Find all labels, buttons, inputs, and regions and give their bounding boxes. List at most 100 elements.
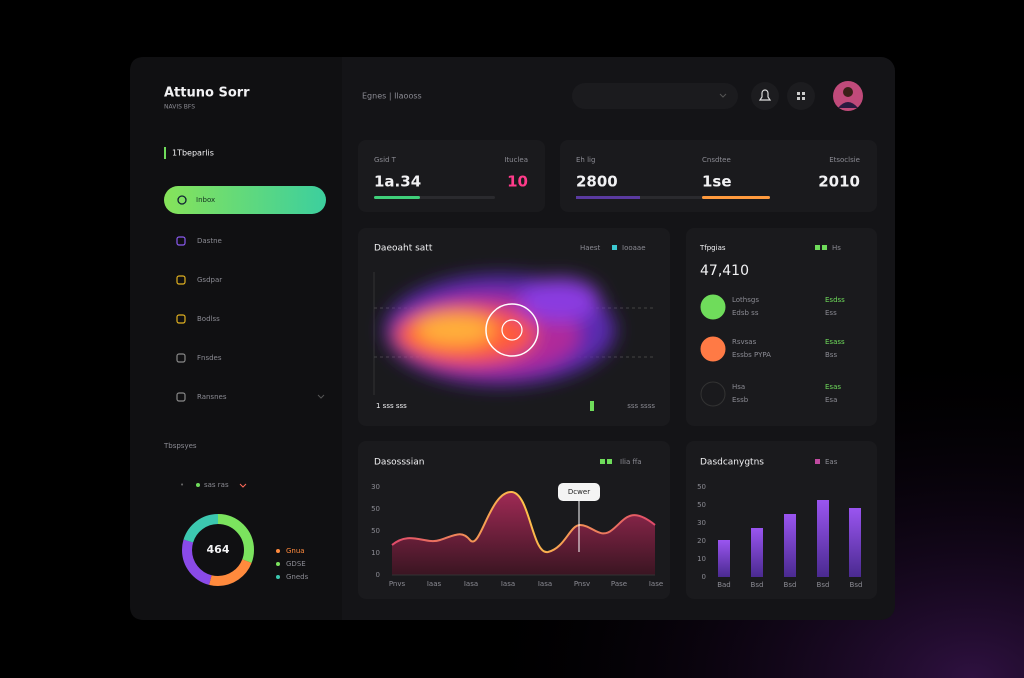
item-name: Lothsgs (732, 296, 759, 304)
legend: Eas (825, 458, 838, 466)
item-sub: Edsb ss (732, 309, 759, 317)
heart-icon (239, 483, 247, 488)
progress (702, 196, 770, 199)
x-label: Bsd (784, 581, 797, 589)
stat-card (560, 140, 877, 212)
y-label: 30 (371, 483, 380, 491)
legend: Hs (832, 244, 841, 252)
nav-label[interactable]: Bodlss (197, 315, 220, 323)
sidebar (130, 57, 342, 620)
area (392, 491, 655, 575)
legend-dot (276, 575, 280, 579)
heatmap-footer: 1 sss sss (376, 402, 407, 410)
progress (374, 196, 420, 199)
chevron (317, 394, 325, 399)
stat-label: Etsoclsie (829, 156, 860, 164)
legend: Ilia ffa (620, 458, 642, 466)
x-label: Pnvs (389, 580, 406, 588)
nav-label[interactable]: Ransnes (197, 393, 227, 401)
legend-dot (276, 549, 280, 553)
section-title: 1Tbeparlis (172, 149, 214, 158)
nav-label[interactable]: Gsdpar (197, 276, 222, 284)
legend: Haest (580, 244, 601, 252)
item-name: Rsvsas (732, 338, 757, 346)
nav-icon (176, 236, 186, 246)
total: 47,410 (700, 263, 749, 279)
item-value: Esdss (825, 296, 845, 304)
bell-icon (758, 89, 772, 101)
mini-legend: sas ras (204, 481, 229, 489)
nav-active[interactable] (164, 186, 326, 214)
nav-icon (176, 392, 186, 402)
stat-label: Gsid T (374, 156, 397, 164)
dot (196, 483, 200, 487)
legend: Iooaae (622, 244, 646, 252)
x-label: Pnsv (574, 580, 590, 588)
stat-value: 10 (507, 173, 528, 191)
item-sub: Essbs PYPA (732, 351, 771, 359)
item-icon (700, 381, 726, 407)
card-title: Daeoaht satt (374, 244, 433, 254)
nav-icon (176, 275, 186, 285)
search-box[interactable] (572, 83, 738, 109)
x-label: Iasa (464, 580, 478, 588)
item-icon (700, 294, 726, 320)
item-value: Esa (825, 396, 837, 404)
item-name: Hsa (732, 383, 745, 391)
stat-value: 1a.34 (374, 173, 421, 191)
line (391, 490, 656, 553)
apps-button[interactable] (787, 82, 815, 110)
y-label: 50 (371, 527, 380, 535)
item-value: Esass (825, 338, 845, 346)
brand-sub: NAVIS BFS (164, 104, 195, 111)
item-value: Bss (825, 351, 837, 359)
y-label: 30 (697, 519, 706, 527)
legend-label: Gnua (286, 547, 305, 555)
notification-button[interactable] (751, 82, 779, 110)
nav-label[interactable]: Inbox (196, 196, 215, 204)
x-label: Bsd (817, 581, 830, 589)
y-label: 0 (702, 573, 706, 581)
x-label: Iaas (427, 580, 442, 588)
stat-label: Cnsdtee (702, 156, 731, 164)
card-title: Tfpgias (699, 244, 726, 252)
nav-icon (176, 314, 186, 324)
tooltip (558, 483, 600, 501)
y-label: 10 (371, 549, 380, 557)
item-icon (700, 336, 726, 362)
item-value: Esas (825, 383, 841, 391)
donut-center: 464 (207, 543, 230, 556)
x-label: Iasa (538, 580, 552, 588)
item-sub: Essb (732, 396, 749, 404)
x-label: Pase (611, 580, 627, 588)
x-label: Iase (649, 580, 663, 588)
stat-value: 2800 (576, 173, 618, 191)
x-label: Bad (717, 581, 731, 589)
y-label: 50 (697, 501, 706, 509)
legend-label: Gneds (286, 573, 309, 581)
brand: Attuno Sorr (164, 86, 250, 101)
card-title: Dasdcanygtns (700, 458, 764, 468)
nav-label[interactable]: Fnsdes (197, 354, 222, 362)
progress (576, 196, 640, 199)
y-label: 20 (697, 537, 706, 545)
grid-icon (797, 92, 805, 100)
heatmap (373, 272, 655, 395)
section2: Tbspsyes (163, 442, 197, 450)
y-label: 0 (376, 571, 380, 579)
y-label: 50 (371, 505, 380, 513)
legend-label: GDSE (286, 560, 306, 568)
legend-dot (276, 562, 280, 566)
x-label: Iasa (501, 580, 515, 588)
x-label: Bsd (850, 581, 863, 589)
bars (718, 500, 861, 577)
activity-card (686, 228, 877, 426)
heatmap-footer: sss ssss (627, 402, 655, 410)
search-icon (177, 195, 187, 205)
nav-label[interactable]: Dastne (197, 237, 222, 245)
section-marker (164, 147, 166, 159)
stat-value: 1se (702, 173, 732, 191)
bar-card (686, 441, 877, 599)
card-title: Dasosssian (374, 458, 424, 468)
